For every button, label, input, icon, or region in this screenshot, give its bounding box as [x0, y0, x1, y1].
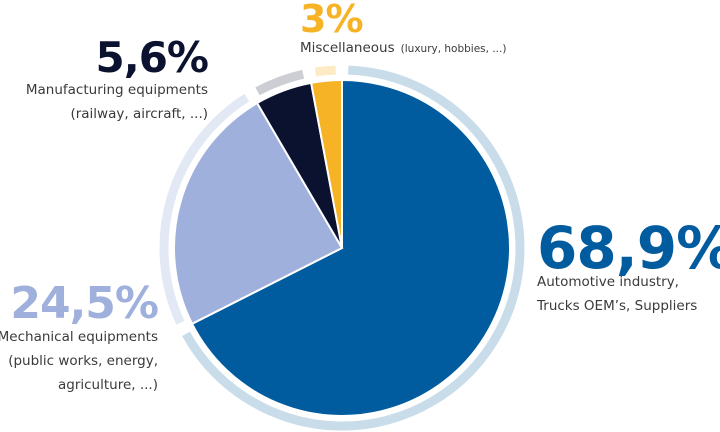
category-note: (luxury, hobbies, ...): [401, 43, 507, 55]
category-line: Miscellaneous: [300, 40, 395, 56]
pie-slice: [173, 101, 344, 326]
pie-slice: [309, 78, 343, 249]
pie-ring: [182, 65, 525, 431]
pie-ring: [314, 65, 336, 77]
value-label: 68,9%: [537, 214, 720, 282]
pie-ring: [159, 93, 250, 325]
category-label: Automotive industry,: [537, 274, 679, 290]
pie-slice: [190, 78, 511, 417]
value-label: 24,5%: [10, 278, 158, 329]
category-label: (public works, energy,: [8, 353, 158, 369]
category-label: Trucks OEM’s, Suppliers: [536, 298, 697, 314]
category-label: (railway, aircraft, ...): [70, 106, 208, 122]
category-label: agriculture, ...): [58, 377, 158, 393]
category-label: Manufacturing equipments: [26, 82, 208, 98]
pie-ring: [255, 69, 305, 96]
value-label: 5,6%: [96, 33, 208, 82]
category-label: Mechanical equipments: [0, 329, 158, 345]
value-label: 3%: [300, 0, 363, 41]
category-label: Miscellaneous (luxury, hobbies, ...): [300, 40, 506, 56]
